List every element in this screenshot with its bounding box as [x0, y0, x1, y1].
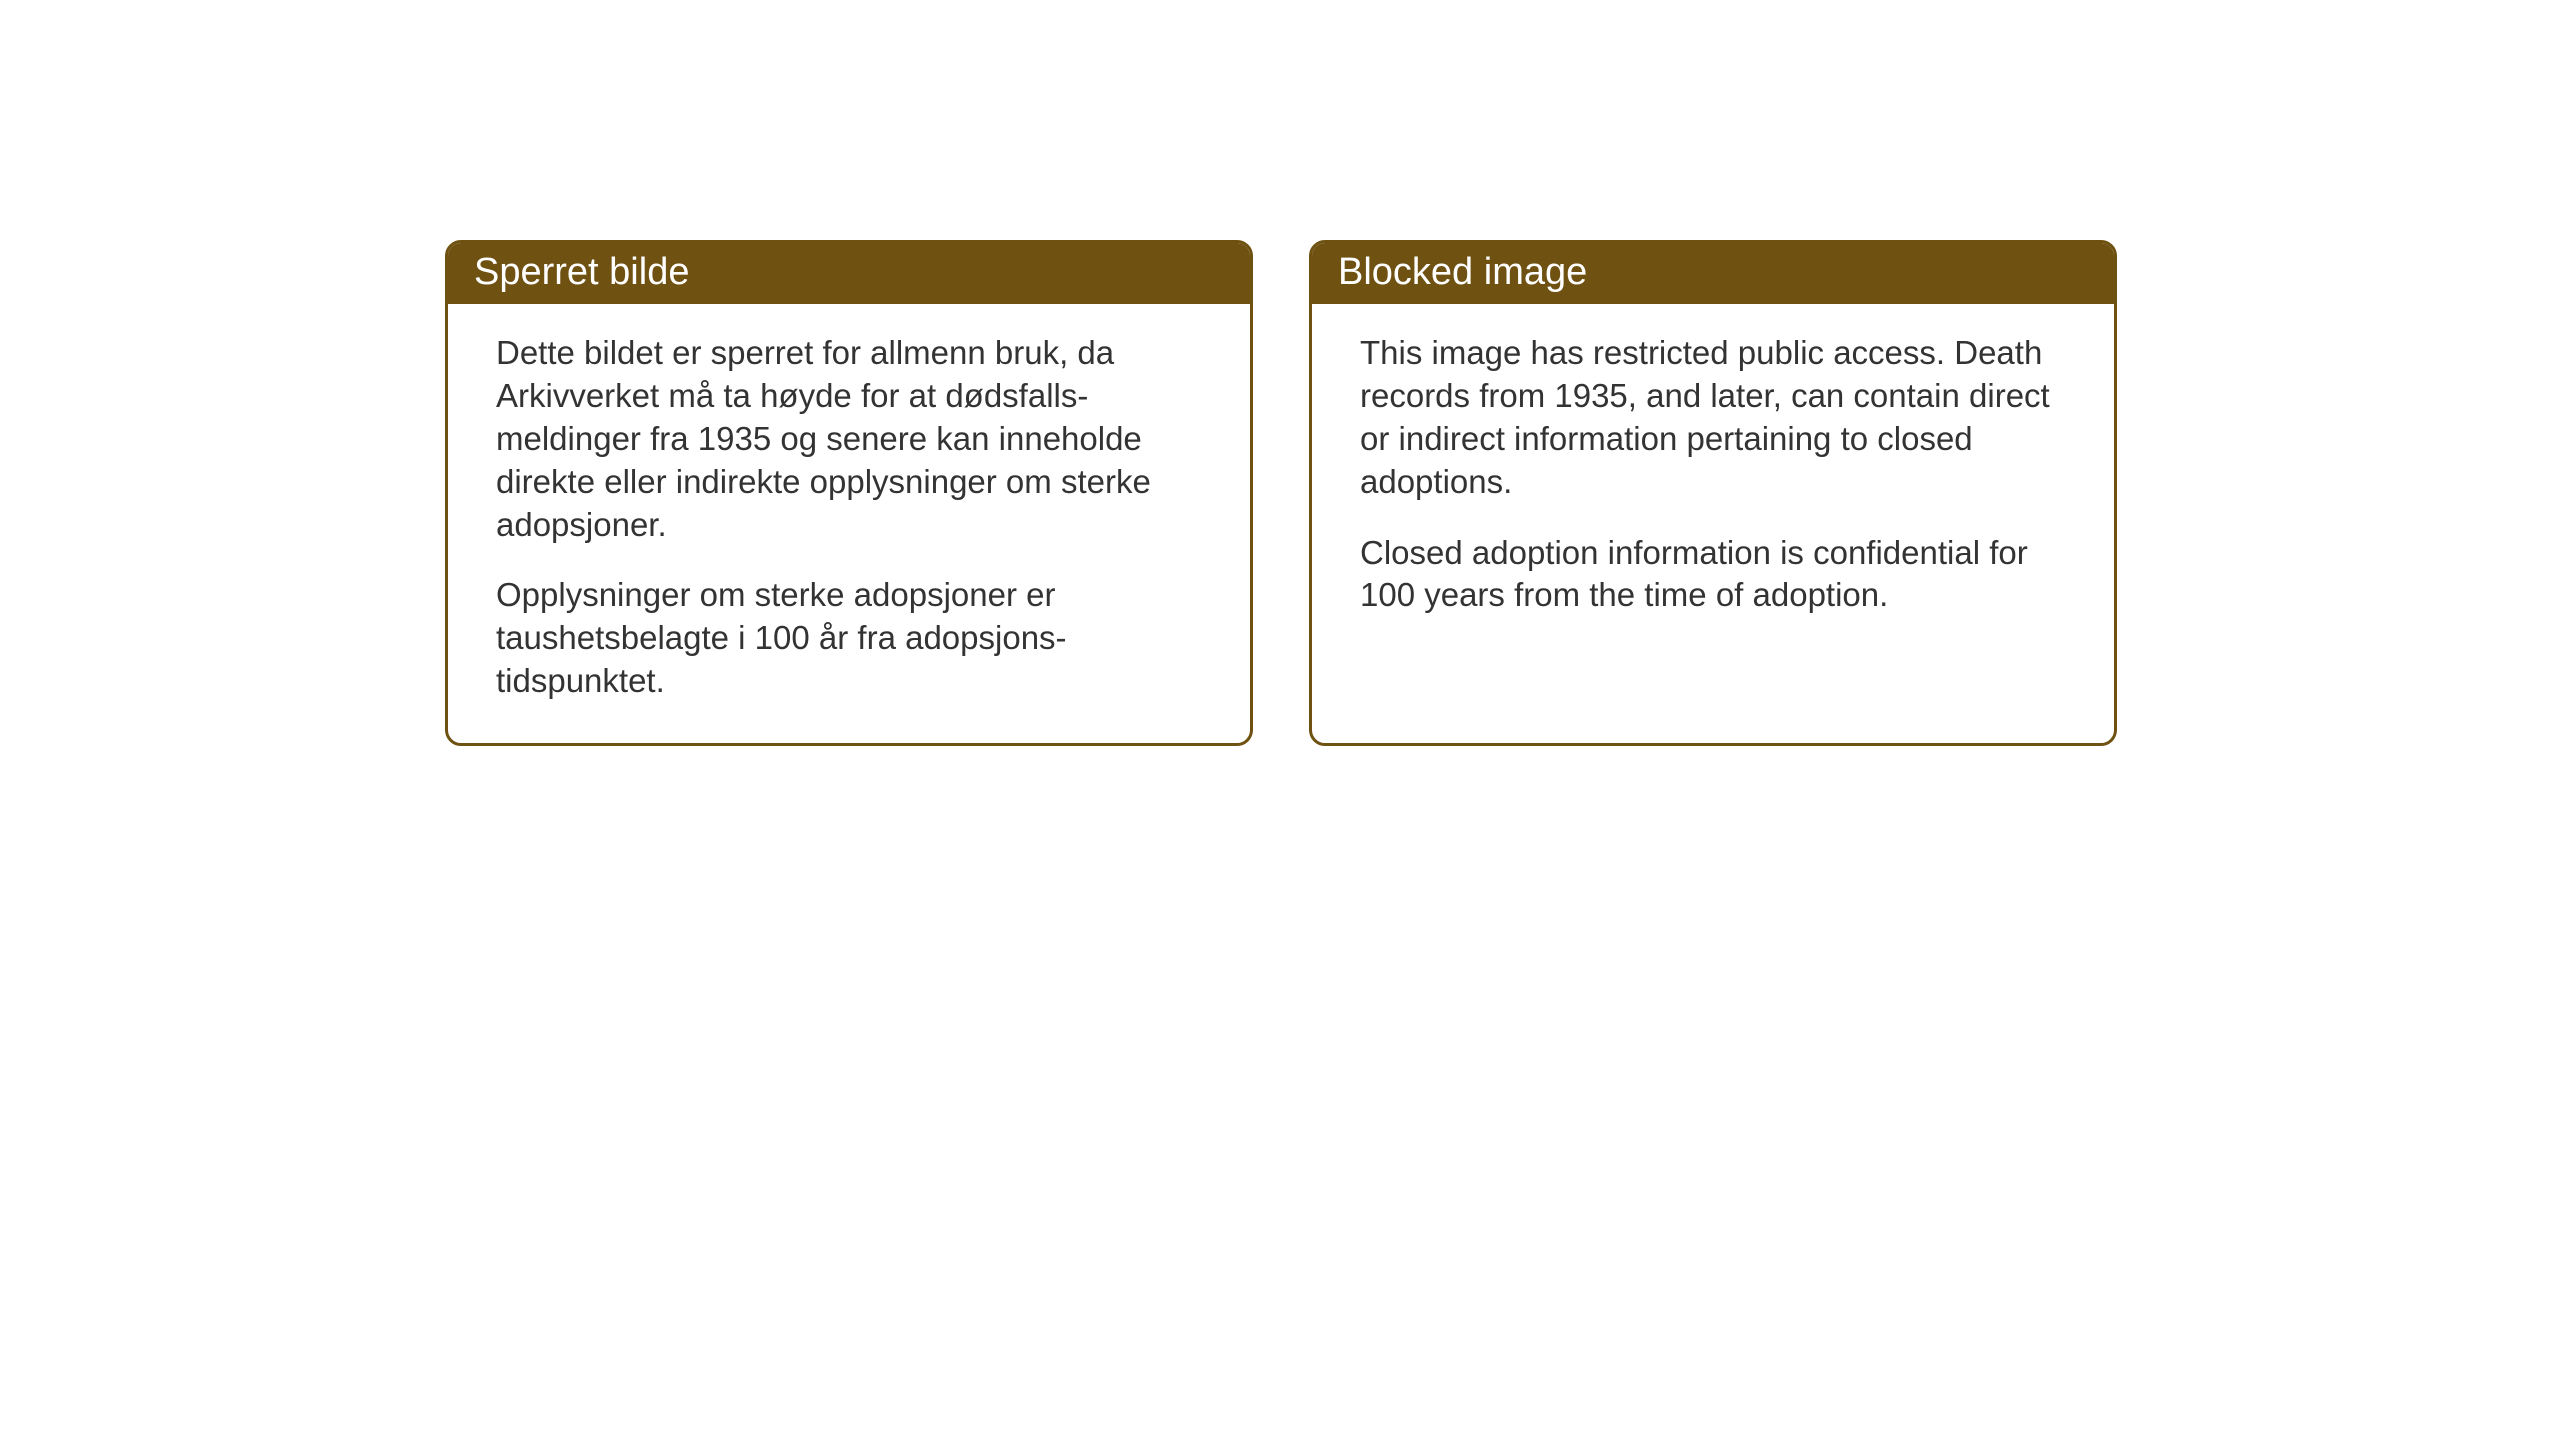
notice-body-norwegian: Dette bildet er sperret for allmenn bruk…: [448, 304, 1250, 743]
notice-body-english: This image has restricted public access.…: [1312, 304, 2114, 657]
notice-paragraph-1-norwegian: Dette bildet er sperret for allmenn bruk…: [496, 332, 1210, 546]
notice-title-english: Blocked image: [1338, 251, 1587, 293]
notice-header-english: Blocked image: [1312, 243, 2114, 304]
notice-paragraph-2-norwegian: Opplysninger om sterke adopsjoner er tau…: [496, 574, 1210, 703]
notice-container: Sperret bilde Dette bildet er sperret fo…: [445, 240, 2117, 746]
notice-card-norwegian: Sperret bilde Dette bildet er sperret fo…: [445, 240, 1253, 746]
notice-title-norwegian: Sperret bilde: [474, 251, 689, 293]
notice-paragraph-1-english: This image has restricted public access.…: [1360, 332, 2074, 504]
notice-paragraph-2-english: Closed adoption information is confident…: [1360, 532, 2074, 618]
notice-card-english: Blocked image This image has restricted …: [1309, 240, 2117, 746]
notice-header-norwegian: Sperret bilde: [448, 243, 1250, 304]
